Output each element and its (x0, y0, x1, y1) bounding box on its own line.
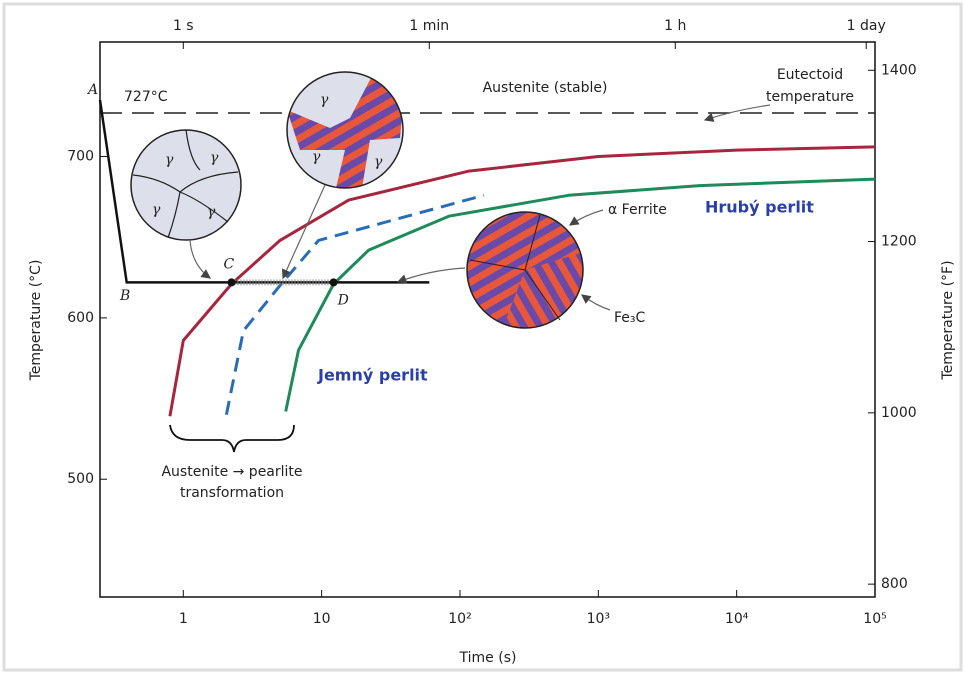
y2-tick-label: 800 (881, 576, 908, 592)
annotation: transformation (180, 485, 284, 501)
annotation: Eutectoid (777, 67, 843, 83)
phase-label: γ (210, 150, 219, 166)
x-tick-label: 10² (448, 611, 471, 627)
y2-tick-label: 1400 (881, 62, 917, 78)
annotation: temperature (766, 89, 854, 105)
x-tick-label: 10⁴ (725, 611, 749, 627)
austenite-grains (131, 130, 241, 240)
point-label: D (337, 292, 349, 308)
point (227, 278, 235, 286)
chart: 1 10 10² 10³ 10⁴ 10⁵ 1 s 1 min 1 h 1 day 500 600 700… (0, 0, 965, 674)
x2-tick-label: 1 h (664, 18, 686, 34)
plot-area (100, 42, 875, 597)
nucleation-grains (287, 72, 404, 188)
phase-label: γ (207, 204, 216, 220)
phase-label: γ (320, 92, 329, 108)
x2-tick-label: 1 min (409, 18, 449, 34)
phase-label: γ (312, 149, 321, 165)
series-label: Hrubý perlit (705, 198, 814, 217)
x-tick-label: 10⁵ (863, 611, 886, 627)
y-axis-title: Temperature (°C) (28, 260, 44, 382)
y-tick-label: 500 (67, 471, 94, 487)
annotation: Austenite (stable) (483, 80, 608, 96)
page: {"chart_data": { "type": "line", "x_labe… (0, 0, 965, 674)
point-label: A (86, 82, 98, 98)
x2-tick-label: 1 s (173, 18, 194, 34)
point (330, 278, 338, 286)
x2-tick-label: 1 day (847, 18, 886, 34)
plot-layer: 1 10 10² 10³ 10⁴ 10⁵ 1 s 1 min 1 h 1 day 500 600 700… (67, 18, 916, 627)
series-label: Jemný perlit (317, 366, 428, 385)
x-tick-label: 10³ (587, 611, 610, 627)
y2-tick-label: 1200 (881, 234, 917, 250)
point-label: C (223, 256, 234, 272)
y-tick-label: 600 (67, 310, 94, 326)
eutectoid-label: 727°C (124, 89, 168, 105)
annotation: Fe₃C (614, 310, 646, 326)
phase-label: γ (374, 154, 383, 170)
phase-label: γ (152, 202, 161, 218)
y2-tick-label: 1000 (881, 405, 917, 421)
annotation: α Ferrite (608, 202, 667, 218)
y2-axis-title: Temperature (°F) (940, 260, 956, 380)
x-tick-label: 1 (179, 611, 188, 627)
point-label: B (119, 288, 130, 304)
annotation: Austenite → pearlite (161, 464, 302, 480)
x-axis-title: Time (s) (459, 650, 517, 666)
phase-label: γ (165, 152, 174, 168)
x-tick-label: 10 (313, 611, 331, 627)
y-tick-label: 700 (67, 149, 94, 165)
